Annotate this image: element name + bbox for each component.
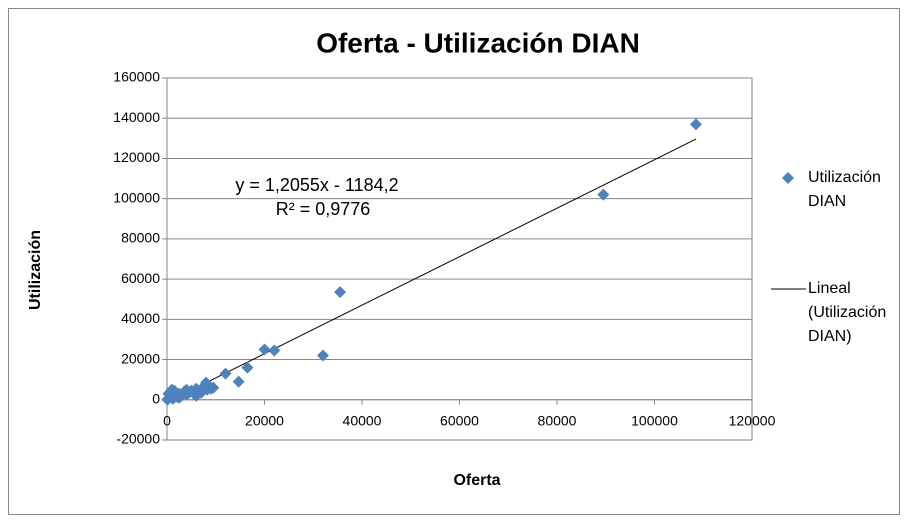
y-tick-label: 160000: [113, 69, 160, 85]
point: [334, 286, 347, 299]
x-tick-label: 20000: [245, 412, 284, 428]
legend-marker: [782, 172, 794, 184]
x-tick-label: 100000: [631, 412, 678, 428]
x-axis-title: Oferta: [453, 472, 500, 489]
chart-border: [8, 8, 900, 515]
point: [219, 367, 232, 380]
y-axis-title: Utilización: [27, 230, 44, 310]
point: [180, 383, 193, 396]
point: [317, 349, 329, 362]
x-tick-label: 60000: [440, 412, 479, 428]
y-tick-label: 0: [152, 390, 160, 406]
y-tick-label: 80000: [121, 230, 160, 246]
x-tick-label: 40000: [343, 412, 382, 428]
point: [689, 118, 702, 131]
y-tick-label: 120000: [113, 149, 160, 165]
x-tick-label: 0: [163, 412, 171, 428]
y-tick-label: 140000: [113, 109, 160, 125]
plot-border: [166, 77, 753, 441]
x-tick-label: 120000: [729, 412, 776, 428]
chart-title: Oferta - Utilización DIAN: [316, 27, 640, 58]
point: [173, 391, 186, 404]
legend-series: Utilización DIAN: [808, 169, 881, 210]
trendline-equation: y = 1,2055x - 1184,2: [235, 175, 398, 195]
y-tick-label: 100000: [113, 189, 160, 205]
y-tick-label: 40000: [121, 310, 160, 326]
point: [268, 344, 281, 357]
point: [597, 188, 610, 201]
trendline-r2: R² = 0,9776: [276, 199, 371, 219]
y-tick-label: 20000: [121, 350, 160, 366]
point: [232, 375, 245, 388]
trendline: [167, 138, 697, 403]
x-tick-label: 80000: [538, 412, 577, 428]
point: [241, 361, 254, 374]
legend-trendline: Lineal (Utilización DIAN): [808, 280, 887, 345]
point: [258, 343, 271, 356]
y-tick-label: -20000: [116, 431, 160, 447]
y-tick-label: 60000: [121, 270, 160, 286]
point: [200, 383, 213, 396]
